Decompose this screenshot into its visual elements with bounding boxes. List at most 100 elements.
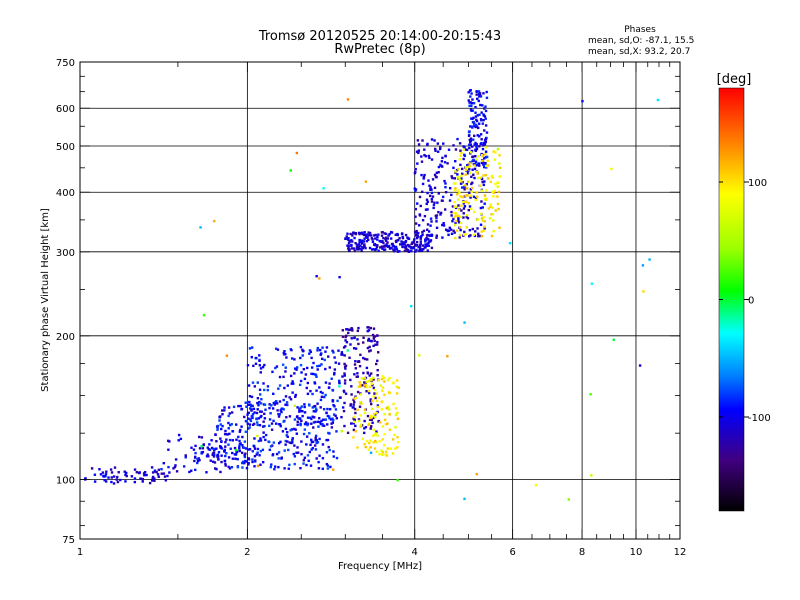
data-point bbox=[461, 186, 464, 189]
data-point bbox=[333, 371, 336, 375]
data-point bbox=[368, 234, 371, 237]
data-point bbox=[241, 466, 244, 469]
data-point bbox=[319, 390, 323, 394]
data-point bbox=[276, 348, 280, 351]
data-point bbox=[331, 388, 334, 392]
data-point bbox=[383, 413, 386, 416]
data-point bbox=[236, 465, 240, 469]
data-point bbox=[124, 480, 127, 483]
data-point bbox=[386, 422, 389, 425]
data-point bbox=[321, 443, 325, 446]
data-point bbox=[350, 393, 353, 396]
data-point bbox=[375, 450, 379, 453]
data-point bbox=[459, 228, 462, 232]
data-point bbox=[366, 358, 369, 361]
data-point bbox=[446, 355, 449, 358]
data-point bbox=[311, 392, 314, 396]
data-point bbox=[443, 179, 446, 183]
data-point bbox=[462, 202, 465, 205]
data-point bbox=[322, 418, 325, 421]
data-point bbox=[479, 234, 482, 238]
data-point bbox=[489, 180, 492, 184]
x-tick-label: 12 bbox=[674, 547, 687, 558]
data-point bbox=[368, 374, 371, 377]
data-point bbox=[479, 176, 482, 179]
data-point bbox=[387, 234, 390, 237]
data-point bbox=[381, 375, 384, 378]
data-point bbox=[381, 451, 384, 454]
data-point bbox=[435, 236, 438, 239]
data-point bbox=[448, 199, 452, 202]
data-point bbox=[238, 445, 241, 448]
data-point bbox=[99, 473, 103, 476]
data-point bbox=[341, 406, 345, 409]
data-point bbox=[302, 349, 305, 353]
data-point bbox=[255, 453, 258, 456]
data-point bbox=[322, 408, 326, 411]
data-point bbox=[447, 229, 451, 232]
data-point bbox=[235, 438, 238, 441]
data-point bbox=[332, 455, 335, 458]
data-point bbox=[424, 240, 427, 243]
data-point bbox=[434, 147, 437, 151]
data-point bbox=[310, 366, 314, 369]
data-point bbox=[344, 392, 348, 395]
data-point bbox=[482, 114, 486, 117]
data-point bbox=[150, 466, 154, 469]
data-point bbox=[456, 176, 459, 179]
data-point bbox=[423, 214, 427, 218]
data-point bbox=[441, 195, 445, 199]
data-point bbox=[342, 409, 346, 413]
data-point bbox=[326, 423, 329, 426]
data-point bbox=[357, 360, 361, 363]
data-point bbox=[480, 142, 483, 145]
data-point bbox=[247, 458, 251, 461]
data-point bbox=[352, 231, 355, 234]
data-point bbox=[429, 188, 433, 191]
data-point bbox=[103, 478, 106, 482]
data-point bbox=[492, 150, 495, 153]
data-point bbox=[325, 438, 328, 442]
data-point bbox=[258, 400, 261, 404]
data-point bbox=[410, 242, 413, 246]
data-point bbox=[226, 433, 229, 436]
data-point bbox=[324, 381, 328, 384]
data-point bbox=[349, 403, 353, 406]
data-point bbox=[483, 138, 487, 141]
data-point bbox=[381, 453, 384, 457]
data-point bbox=[356, 446, 359, 449]
data-point bbox=[362, 341, 365, 344]
data-point bbox=[456, 193, 459, 196]
data-point bbox=[286, 435, 289, 438]
data-point bbox=[454, 187, 457, 190]
data-point bbox=[474, 148, 477, 151]
data-point bbox=[479, 133, 483, 136]
data-point bbox=[249, 418, 252, 421]
data-point bbox=[398, 243, 402, 246]
data-point bbox=[466, 172, 470, 175]
data-point bbox=[491, 206, 494, 209]
data-point bbox=[458, 191, 461, 195]
data-point bbox=[115, 478, 118, 481]
data-point bbox=[367, 391, 371, 395]
data-point bbox=[394, 247, 397, 250]
data-point bbox=[272, 419, 275, 423]
data-point bbox=[477, 162, 481, 165]
data-point bbox=[318, 416, 321, 420]
data-point bbox=[352, 422, 355, 425]
data-point bbox=[497, 190, 501, 194]
data-point bbox=[359, 425, 362, 428]
data-point bbox=[457, 214, 460, 218]
data-point bbox=[299, 363, 303, 367]
data-point bbox=[241, 460, 245, 464]
data-point bbox=[366, 346, 370, 350]
data-point bbox=[403, 249, 407, 253]
data-point bbox=[480, 230, 483, 233]
data-point bbox=[392, 402, 395, 406]
data-point bbox=[426, 242, 429, 246]
data-point bbox=[255, 417, 258, 420]
data-point bbox=[277, 457, 280, 460]
data-point bbox=[394, 413, 398, 416]
data-point bbox=[358, 405, 362, 408]
data-point bbox=[474, 106, 477, 109]
